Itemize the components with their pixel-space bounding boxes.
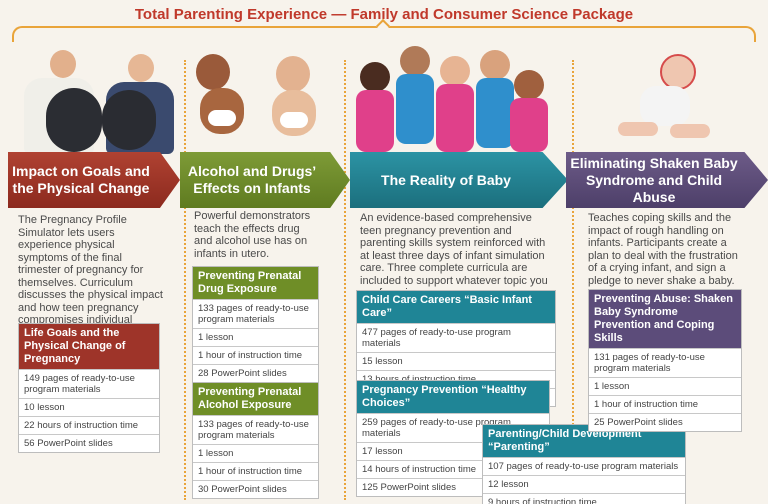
description-reality-of-baby: An evidence-based comprehensive teen pre… <box>360 212 548 299</box>
program-lessons: 1 lesson <box>193 328 318 346</box>
program-hours: 1 hour of instruction time <box>589 395 741 413</box>
column-divider <box>344 60 346 500</box>
program-title: Preventing Abuse: Shaken Baby Syndrome P… <box>589 290 741 348</box>
description-alcohol-drugs: Powerful demonstrators teach the effects… <box>194 210 311 260</box>
program-pages: 149 pages of ready-to-use program materi… <box>19 369 159 398</box>
program-title: Pregnancy Prevention “Healthy Choices” <box>357 381 549 413</box>
program-healthy-choices: Pregnancy Prevention “Healthy Choices” 2… <box>356 380 550 497</box>
program-pages: 133 pages of ready-to-use program materi… <box>193 299 318 328</box>
program-lessons: 15 lesson <box>357 352 555 370</box>
description-shaken-baby: Teaches coping skills and the impact of … <box>588 212 738 287</box>
program-parenting: Parenting/Child Development “Parenting” … <box>482 424 686 504</box>
program-slides: 56 PowerPoint slides <box>19 434 159 452</box>
banner-shaken-baby: Eliminating Shaken Baby Syndrome and Chi… <box>566 152 768 208</box>
program-hours: 13 hours of instruction time <box>357 370 555 388</box>
banner-physical-change: Impact on Goals and the Physical Change <box>8 152 180 208</box>
program-life-goals: Life Goals and the Physical Change of Pr… <box>18 323 160 453</box>
program-prenatal-drug: Preventing Prenatal Drug Exposure 133 pa… <box>192 266 319 383</box>
program-slides: 30 PowerPoint slides <box>193 480 318 498</box>
banner-alcohol-drugs: Alcohol and Drugs’ Effects on Infants <box>180 152 350 208</box>
program-pages: 477 pages of ready-to-use program materi… <box>357 323 555 352</box>
program-lessons: 17 lesson <box>357 442 549 460</box>
program-pages: 131 pages of ready-to-use program materi… <box>589 348 741 377</box>
program-title: Child Care Careers “Basic Infant Care” <box>357 291 555 323</box>
program-slides: 28 PowerPoint slides <box>193 364 318 382</box>
program-slides: 125 PowerPoint slides <box>357 478 549 496</box>
column-divider <box>572 60 574 500</box>
description-physical-change: The Pregnancy Profile Simulator lets use… <box>18 214 163 339</box>
program-prenatal-alcohol: Preventing Prenatal Alcohol Exposure 133… <box>192 382 319 499</box>
program-hours: 9 hours of instruction time <box>483 493 685 504</box>
program-title: Life Goals and the Physical Change of Pr… <box>19 324 159 369</box>
program-title: Preventing Prenatal Drug Exposure <box>193 267 318 299</box>
program-pages: 259 pages of ready-to-use program materi… <box>357 413 549 442</box>
page-title: Total Parenting Experience — Family and … <box>134 6 634 23</box>
program-slides: 25 PowerPoint slides <box>589 413 741 431</box>
program-hours: 22 hours of instruction time <box>19 416 159 434</box>
program-lessons: 1 lesson <box>589 377 741 395</box>
baby-simulators-photo <box>350 44 560 156</box>
program-hours: 14 hours of instruction time <box>357 460 549 478</box>
drug-alcohol-infants-photo <box>190 50 340 150</box>
program-pages: 133 pages of ready-to-use program materi… <box>193 415 318 444</box>
program-title: Preventing Prenatal Alcohol Exposure <box>193 383 318 415</box>
shaken-baby-simulator-photo <box>610 52 720 150</box>
program-lessons: 1 lesson <box>193 444 318 462</box>
program-preventing-abuse: Preventing Abuse: Shaken Baby Syndrome P… <box>588 289 742 432</box>
banner-reality-of-baby: The Reality of Baby <box>350 152 568 208</box>
pregnancy-simulator-photo <box>18 48 178 156</box>
column-divider <box>184 60 186 500</box>
program-pages: 107 pages of ready-to-use program materi… <box>483 457 685 475</box>
program-hours: 1 hour of instruction time <box>193 346 318 364</box>
program-lessons: 12 lesson <box>483 475 685 493</box>
program-hours: 1 hour of instruction time <box>193 462 318 480</box>
program-lessons: 10 lesson <box>19 398 159 416</box>
